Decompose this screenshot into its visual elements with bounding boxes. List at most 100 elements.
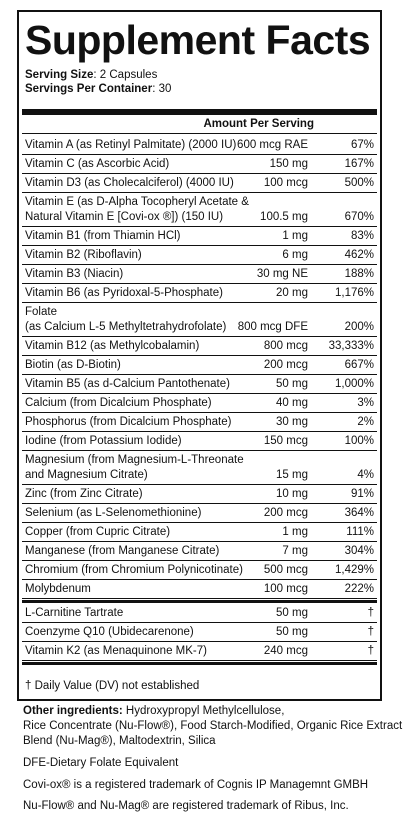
nutrient-row: Chromium (from Chromium Polynicotinate) 5… (25, 561, 374, 579)
nutrient-row: Vitamin B12 (as Methylcobalamin) 800 mcg 3… (25, 337, 374, 355)
dfe-note: DFE-Dietary Folate Equivalent (23, 757, 179, 769)
covi-ox-trademark-note: Covi-ox® is a registered trademark of Co… (23, 779, 369, 791)
other-ingredients-line-3: Blend (Nu-Mag®), Maltodextrin, Silica (23, 735, 216, 747)
nutrient-row: L-Carnitine Tartrate 50 mg † (25, 604, 374, 622)
nutrient-name: Biotin (as D-Biotin) (25, 359, 121, 371)
nutrient-amount: 800 mcg (263, 340, 308, 352)
nutrient-amount: 200 mcg (263, 507, 308, 519)
servings-per-container-value: 30 (158, 83, 172, 95)
nutrient-amount: 50 mg (276, 626, 308, 638)
row-divider (22, 226, 377, 227)
nutrient-name: Vitamin B1 (from Thiamin HCl) (25, 230, 181, 242)
nu-flow-trademark-note: Nu-Flow® and Nu-Mag® are registered trad… (23, 800, 349, 812)
nutrient-name: Phosphorus (from Dicalcium Phosphate) (25, 416, 232, 428)
nutrient-row: Vitamin C (as Ascorbic Acid) 150 mg 167% (25, 155, 374, 173)
nutrient-amount: 150 mcg (263, 435, 308, 447)
row-divider (22, 336, 377, 337)
row-divider (22, 355, 377, 356)
nutrient-row: Folate (as Calcium L-5 Methyltetrahydrofo… (25, 303, 374, 336)
section-divider (22, 600, 377, 603)
row-divider (22, 412, 377, 413)
nutrient-name: Vitamin B12 (as Methylcobalamin) (25, 340, 200, 352)
nutrient-daily-value: 667% (344, 359, 374, 371)
serving-size-label: Serving Size (25, 69, 94, 81)
nutrient-row: Selenium (as L-Selenomethionine) 200 mcg 3… (25, 504, 374, 522)
row-divider (22, 431, 377, 432)
row-divider (22, 598, 377, 599)
nutrient-name: Vitamin A (as Retinyl Palmitate) (2000 I… (25, 139, 237, 151)
supplement-facts-panel: Supplement Facts Serving Size: 2 Capsule… (17, 10, 382, 701)
row-divider (22, 579, 377, 580)
nutrient-row: Copper (from Cupric Citrate) 1 mg 111% (25, 523, 374, 541)
nutrient-daily-value: † (367, 626, 374, 638)
row-divider (22, 374, 377, 375)
nutrient-daily-value: † (367, 645, 374, 657)
row-divider (22, 641, 377, 642)
nutrient-name: L-Carnitine Tartrate (25, 607, 124, 619)
nutrient-name: Manganese (from Manganese Citrate) (25, 545, 220, 557)
nutrient-daily-value: 33,333% (328, 340, 374, 352)
nutrient-amount: 600 mcg RAE (237, 139, 308, 151)
nutrient-name: Vitamin B6 (as Pyridoxal-5-Phosphate) (25, 287, 223, 299)
nutrient-name: Vitamin K2 (as Menaquinone MK-7) (25, 645, 207, 657)
nutrient-daily-value: † (367, 607, 374, 619)
nutrient-daily-value: 3% (357, 397, 374, 409)
nutrient-name: Molybdenum (25, 583, 91, 595)
nutrient-row: Vitamin B3 (Niacin) 30 mg NE 188% (25, 265, 374, 283)
nutrient-name: (as Calcium L-5 Methyltetrahydrofolate) (25, 321, 227, 333)
nutrient-daily-value: 462% (344, 249, 374, 261)
servings-per-container: Servings Per Container: 30 (25, 83, 172, 95)
nutrient-name: Coenzyme Q10 (Ubidecarenone) (25, 626, 194, 638)
nutrient-name: Vitamin B2 (Riboflavin) (25, 249, 142, 261)
nutrient-amount: 1 mg (282, 526, 308, 538)
nutrient-amount: 30 mg NE (256, 268, 308, 280)
row-divider (22, 302, 377, 303)
nutrient-amount: 7 mg (282, 545, 308, 557)
nutrient-daily-value: 4% (357, 469, 374, 481)
nutrient-daily-value: 200% (344, 321, 374, 333)
nutrient-amount: 30 mg (276, 416, 308, 428)
nutrient-name: Vitamin B3 (Niacin) (25, 268, 124, 280)
nutrient-amount: 100.5 mg (260, 211, 308, 223)
nutrient-daily-value: 111% (346, 526, 374, 538)
serving-size-value: 2 Capsules (99, 69, 158, 81)
nutrient-row: Molybdenum 100 mcg 222% (25, 580, 374, 598)
nutrient-name: Natural Vitamin E [Covi-ox ®]) (150 IU) (25, 211, 224, 223)
nutrient-row: Iodine (from Potassium Iodide) 150 mcg 100… (25, 432, 374, 450)
nutrient-amount: 10 mg (276, 488, 308, 500)
nutrient-name: Calcium (from Dicalcium Phosphate) (25, 397, 212, 409)
nutrient-name: Iodine (from Potassium Iodide) (25, 435, 182, 447)
nutrient-name: Folate (25, 306, 57, 318)
nutrient-name: Vitamin B5 (as d-Calcium Pantothenate) (25, 378, 230, 390)
row-divider (22, 192, 377, 193)
nutrient-amount: 100 mcg (263, 583, 308, 595)
nutrient-row: Biotin (as D-Biotin) 200 mcg 667% (25, 356, 374, 374)
nutrient-daily-value: 67% (350, 139, 374, 151)
nutrient-row: Vitamin B5 (as d-Calcium Pantothenate) 50… (25, 375, 374, 393)
nutrient-row: Phosphorus (from Dicalcium Phosphate) 30 … (25, 413, 374, 431)
nutrient-name: Chromium (from Chromium Polynicotinate) (25, 564, 243, 576)
footnote-divider (22, 662, 377, 665)
nutrient-name: Zinc (from Zinc Citrate) (25, 488, 143, 500)
other-ingredients-line-1: Other ingredients: Hydroxypropyl Methylc… (23, 704, 284, 719)
nutrient-daily-value: 167% (344, 158, 374, 170)
row-divider (22, 660, 377, 661)
nutrient-row: Vitamin B1 (from Thiamin HCl) 1 mg 83% (25, 227, 374, 245)
row-divider (22, 560, 377, 561)
row-divider (22, 522, 377, 523)
nutrient-amount: 50 mg (276, 378, 308, 390)
row-divider (22, 154, 377, 155)
nutrient-daily-value: 1,429% (334, 564, 374, 576)
nutrient-daily-value: 1,176% (334, 287, 374, 299)
nutrient-name: Magnesium (from Magnesium-L-Threonate (25, 454, 244, 466)
nutrient-amount: 20 mg (276, 287, 308, 299)
row-divider (22, 283, 377, 284)
other-ingredients-label: Other ingredients: (23, 705, 123, 717)
nutrient-daily-value: 2% (357, 416, 374, 428)
thick-divider (22, 109, 377, 115)
nutrient-row: Magnesium (from Magnesium-L-Threonate and… (25, 451, 374, 484)
nutrient-daily-value: 500% (344, 177, 374, 189)
nutrient-name: Selenium (as L-Selenomethionine) (25, 507, 202, 519)
panel-title: Supplement Facts (25, 17, 371, 63)
other-ingredients-text-1: Hydroxypropyl Methylcellulose, (122, 705, 285, 717)
